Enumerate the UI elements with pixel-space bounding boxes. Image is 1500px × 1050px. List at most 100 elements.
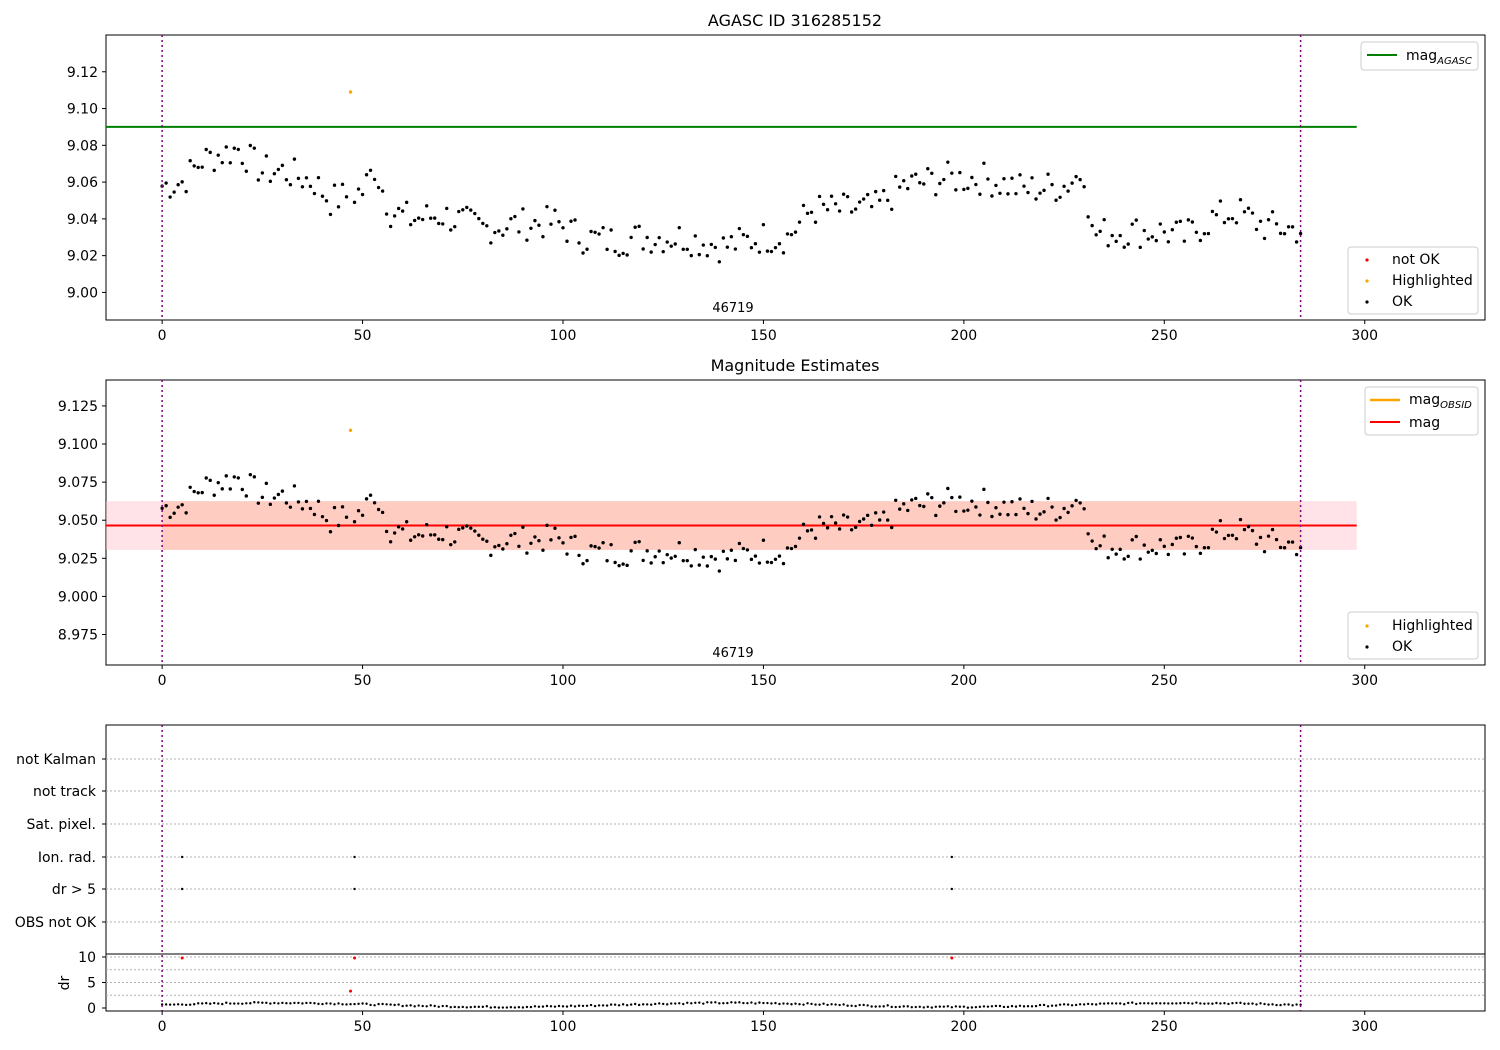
ok-point (168, 195, 172, 199)
ok-point (745, 548, 750, 552)
ok-point (1110, 233, 1114, 238)
dr-point (898, 1005, 901, 1009)
ok-point (196, 165, 200, 170)
ok-point (212, 493, 216, 497)
dr-point (970, 1006, 974, 1009)
estimates-title: Magnitude Estimates (711, 356, 880, 375)
dr-y-tick-label: 0 (87, 1001, 96, 1017)
ok-point (232, 475, 236, 479)
ok-point (861, 517, 866, 521)
ok-point (1126, 554, 1130, 559)
dr-point (213, 1001, 216, 1005)
ok-point (340, 505, 345, 509)
ok-point (1270, 527, 1275, 532)
ok-point (1246, 524, 1251, 529)
ok-point (966, 508, 970, 512)
ok-point (753, 242, 758, 246)
ok-point (1270, 210, 1275, 214)
ok-point (509, 216, 513, 221)
legend2-highlighted-marker (1365, 624, 1369, 628)
ok-point (733, 247, 738, 251)
ok-point (577, 553, 581, 558)
ok-point (1038, 191, 1042, 195)
x-tick-label: 200 (950, 673, 977, 689)
ok-point (160, 506, 164, 510)
ok-point (853, 525, 858, 530)
flag-point (180, 887, 184, 891)
dr-point (201, 1002, 204, 1005)
ok-point (801, 522, 806, 527)
ok-point (1118, 233, 1122, 238)
dr-point (734, 1001, 737, 1004)
ok-point (312, 512, 317, 517)
ok-point (609, 228, 613, 232)
dr-point (573, 1005, 577, 1008)
dr-point (794, 1002, 797, 1005)
ok-point (453, 540, 457, 544)
x-tick-label: 100 (550, 673, 577, 689)
ok-point (873, 189, 878, 194)
ok-point (721, 236, 726, 240)
ok-point (865, 513, 870, 518)
dr-point (1090, 1002, 1094, 1006)
ok-point (441, 222, 445, 226)
ok-point (1254, 227, 1259, 232)
agasc-line-legend-label: magAGASC (1406, 48, 1472, 67)
ok-point (288, 183, 293, 187)
dr-point (569, 1004, 573, 1007)
ok-point (841, 513, 846, 517)
legend-not-ok-label: not OK (1392, 252, 1440, 268)
ok-point (308, 506, 313, 511)
dr-point (778, 1002, 781, 1006)
dr-y-tick-label: 10 (78, 950, 96, 966)
dr-point (645, 1003, 649, 1006)
ok-point (268, 179, 273, 184)
dr-point (393, 1003, 396, 1007)
ok-point (986, 177, 990, 181)
ok-point (946, 160, 950, 164)
ok-point (881, 510, 886, 514)
ok-point (1094, 233, 1098, 237)
ok-point (881, 188, 886, 193)
ok-point (493, 230, 497, 235)
ok-point (938, 504, 942, 508)
ok-point (545, 523, 549, 528)
dr-point (188, 1003, 192, 1006)
ok-point (360, 192, 365, 197)
ok-point (986, 500, 990, 505)
legend-highlighted-label: Highlighted (1392, 273, 1473, 289)
dr-point (906, 1005, 909, 1008)
ok-point (196, 491, 200, 495)
x-tick-label: 100 (550, 328, 577, 344)
ok-point (1194, 544, 1199, 549)
ok-point (922, 504, 926, 509)
dr-point (818, 1003, 821, 1006)
ok-point (1158, 538, 1162, 542)
ok-point (324, 199, 329, 203)
dr-point (381, 1002, 384, 1006)
dr-point (870, 1005, 873, 1008)
dr-point (1026, 1005, 1030, 1008)
dr-point (341, 1003, 344, 1006)
dr-point (978, 1005, 982, 1009)
ok-point (1230, 533, 1235, 537)
ok-point (1046, 496, 1050, 501)
ok-point (954, 509, 958, 514)
ok-point (1042, 510, 1046, 514)
ok-point (1182, 552, 1187, 556)
ok-point (1030, 499, 1034, 504)
ok-point (324, 518, 329, 523)
ok-point (489, 241, 493, 245)
ok-point (228, 487, 232, 491)
ok-point (1282, 232, 1287, 236)
ok-point (589, 544, 593, 548)
ok-point (1150, 548, 1154, 553)
ok-point (613, 249, 617, 254)
ok-point (918, 181, 922, 185)
ok-point (1054, 198, 1058, 202)
ok-point (1086, 215, 1090, 219)
dr-point (1175, 1002, 1178, 1005)
dr-point (1050, 1004, 1054, 1007)
ok-point (216, 480, 220, 485)
dr-point (585, 1004, 589, 1007)
